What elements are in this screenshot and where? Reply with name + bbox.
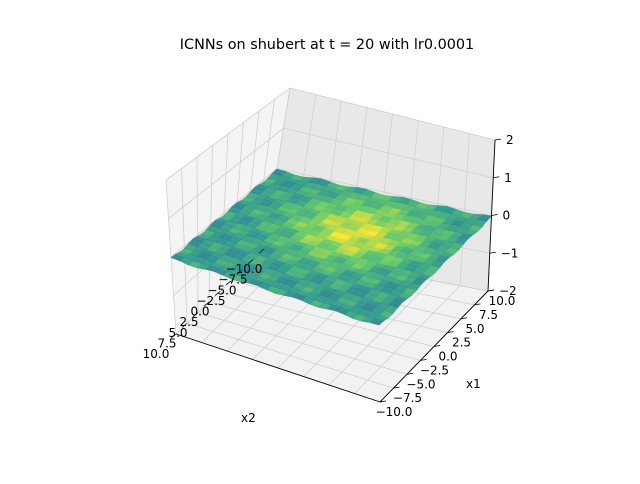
tick-marks: [170, 138, 502, 403]
z-tick-label: 2: [506, 133, 514, 147]
x1-tick: [393, 386, 400, 389]
x1-tick: [474, 303, 481, 306]
grid-line: [165, 87, 291, 181]
x2-tick-label: 2.5: [179, 315, 198, 329]
x2-tick-label: 5.0: [168, 326, 187, 340]
tick-labels: 10.07.55.02.50.0−2.5−5.0−7.5−10.0−10.0−7…: [143, 133, 519, 419]
x1-tick-label: 10.0: [489, 294, 516, 308]
grid-line: [276, 168, 492, 216]
x2-tick: [225, 280, 232, 286]
x1-tick: [406, 372, 414, 375]
z-tick: [494, 138, 502, 141]
x2-tick-label: 10.0: [143, 347, 170, 361]
x2-tick: [181, 323, 188, 328]
z-tick-label: 1: [504, 171, 512, 185]
z-tick-label: 0: [503, 209, 511, 223]
x2-tick: [247, 259, 254, 264]
x1-tick: [379, 400, 387, 403]
x1-tick-label: 7.5: [479, 308, 498, 322]
x2-tick-label: −5.0: [207, 283, 236, 297]
x2-tick-label: −10.0: [226, 262, 263, 276]
x1-tick-label: 0.0: [438, 350, 457, 364]
x1-tick-label: −10.0: [376, 405, 413, 419]
x1-tick-label: −2.5: [420, 363, 449, 377]
grid-line: [219, 291, 435, 347]
z-tick-label: −1: [501, 246, 519, 260]
surface-patch: [271, 168, 287, 176]
grid-line: [289, 87, 496, 141]
chart-title: ICNNs on shubert at t = 20 with lr0.0001: [180, 37, 474, 53]
x1-tick: [460, 317, 468, 320]
x2-tick: [203, 301, 210, 307]
grid-line: [170, 168, 278, 258]
grid-line: [168, 127, 284, 219]
z-tick: [489, 251, 496, 254]
x2-tick-label: −2.5: [196, 294, 225, 308]
x2-axis-line: [175, 333, 381, 403]
x2-tick: [236, 269, 243, 275]
x1-tick: [447, 331, 454, 334]
x2-tick-label: 0.0: [190, 305, 209, 319]
x2-tick: [192, 312, 199, 318]
grid-line: [208, 301, 421, 361]
grid-line: [283, 127, 494, 179]
x1-tick-label: 5.0: [465, 322, 484, 336]
x2-tick-label: 7.5: [157, 336, 176, 350]
grid-line: [197, 312, 408, 375]
x1-tick: [433, 345, 441, 347]
x2-tick: [170, 333, 177, 339]
x1-tick-label: −7.5: [393, 391, 422, 405]
x1-tick-label: −5.0: [406, 377, 435, 391]
x1-tick-label: 2.5: [452, 336, 471, 350]
x-axis-label: x1: [466, 377, 481, 391]
x1-tick: [420, 358, 427, 361]
x2-tick-label: −7.5: [218, 273, 247, 287]
x2-tick: [214, 291, 221, 296]
surface-plot: [170, 168, 493, 326]
z-tick: [487, 289, 495, 292]
grid-line: [186, 322, 394, 389]
y-axis-label: x2: [241, 411, 256, 425]
x2-tick: [258, 248, 265, 254]
z-tick-label: −2: [499, 284, 517, 298]
z-tick: [493, 176, 500, 179]
z-tick: [491, 214, 498, 216]
